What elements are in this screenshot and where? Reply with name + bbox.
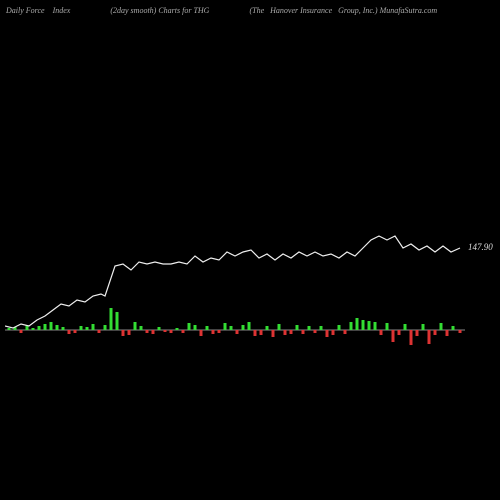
header-t3: (2day smooth) Charts for THG (110, 6, 209, 22)
chart-svg (5, 30, 465, 470)
header-t1: Daily Force (0, 6, 45, 22)
header-t4: (The (249, 6, 264, 22)
header-t6: Group, Inc.) MunafaSutra.com (338, 6, 437, 22)
chart-header: Daily Force Index (2day smooth) Charts f… (0, 6, 500, 22)
chart-area (5, 30, 465, 470)
last-price-label: 147.90 (468, 242, 493, 252)
header-t5: Hanover Insurance (270, 6, 332, 22)
header-t2: Index (53, 6, 71, 22)
